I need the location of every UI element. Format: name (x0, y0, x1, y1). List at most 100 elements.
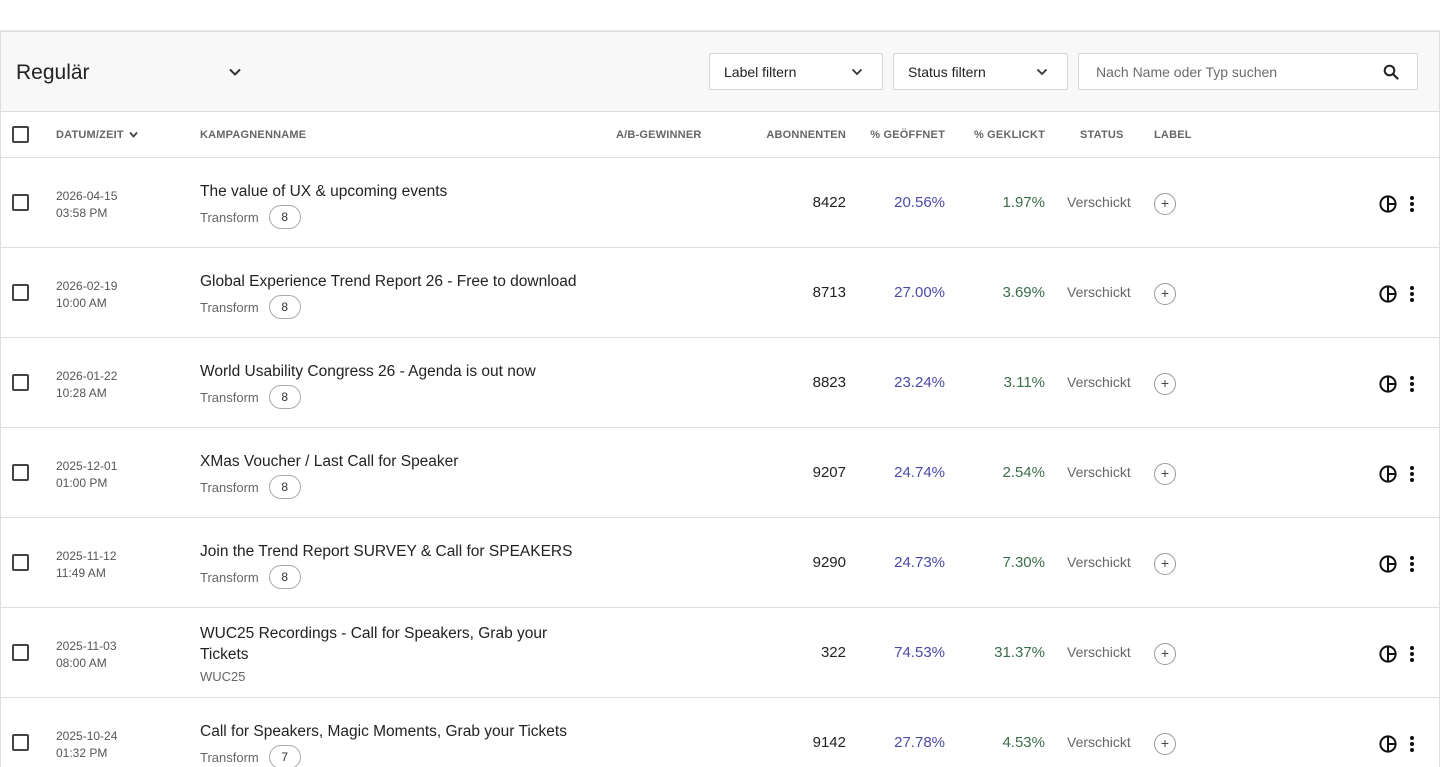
status-text: Verschickt (1067, 734, 1131, 750)
label-filter-dropdown[interactable]: Label filtern (709, 53, 883, 90)
send-datetime: 2025-10-24 01:32 PM (56, 728, 117, 762)
open-rate[interactable]: 74.53% (894, 644, 945, 661)
more-vertical-icon[interactable] (1406, 644, 1418, 664)
click-rate[interactable]: 31.37% (994, 644, 1045, 661)
pie-chart-icon[interactable] (1378, 734, 1398, 754)
add-label-button[interactable]: + (1154, 193, 1176, 215)
campaign-name-link[interactable]: World Usability Congress 26 - Agenda is … (200, 363, 536, 380)
campaign-name-link[interactable]: Global Experience Trend Report 26 - Free… (200, 273, 577, 290)
more-vertical-icon[interactable] (1406, 554, 1418, 574)
more-vertical-icon[interactable] (1406, 464, 1418, 484)
open-rate[interactable]: 23.24% (894, 374, 945, 391)
column-header-name[interactable]: KAMPAGNENNAME (200, 129, 307, 141)
list-count-badge[interactable]: 8 (268, 385, 301, 409)
send-datetime: 2026-01-22 10:28 AM (56, 368, 117, 402)
list-count-badge[interactable]: 7 (268, 745, 301, 767)
click-rate[interactable]: 2.54% (1002, 464, 1045, 481)
add-label-button[interactable]: + (1154, 283, 1176, 305)
status-text: Verschickt (1067, 284, 1131, 300)
campaign-name-cell: Join the Trend Report SURVEY & Call for … (200, 541, 600, 590)
column-header-date[interactable]: DATUM/ZEIT (56, 129, 138, 141)
column-header-status: STATUS (1080, 129, 1124, 141)
send-time: 11:49 AM (56, 566, 106, 580)
more-vertical-icon[interactable] (1406, 734, 1418, 754)
status-text: Verschickt (1067, 554, 1131, 570)
open-rate[interactable]: 20.56% (894, 194, 945, 211)
row-checkbox[interactable] (12, 374, 29, 391)
more-vertical-icon[interactable] (1406, 284, 1418, 304)
pie-chart-icon[interactable] (1378, 374, 1398, 394)
send-date: 2025-12-01 (56, 459, 118, 473)
table-header: DATUM/ZEIT KAMPAGNENNAME A/B-GEWINNER AB… (1, 112, 1439, 158)
more-vertical-icon[interactable] (1406, 374, 1418, 394)
list-count-badge[interactable]: 8 (268, 295, 301, 319)
more-vertical-icon[interactable] (1406, 194, 1418, 214)
row-checkbox[interactable] (12, 194, 29, 211)
add-label-button[interactable]: + (1154, 373, 1176, 395)
status-filter-text: Status filtern (908, 64, 986, 80)
status-filter-dropdown[interactable]: Status filtern (893, 53, 1068, 90)
campaign-name-link[interactable]: XMas Voucher / Last Call for Speaker (200, 453, 459, 470)
pie-chart-icon[interactable] (1378, 464, 1398, 484)
campaign-list-tag: Transform 8 (200, 294, 600, 320)
click-rate[interactable]: 3.11% (1003, 374, 1045, 391)
send-date: 2025-10-24 (56, 729, 118, 743)
chevron-down-icon (1035, 65, 1049, 79)
label-filter-text: Label filtern (724, 64, 797, 80)
pie-chart-icon[interactable] (1378, 554, 1398, 574)
add-label-button[interactable]: + (1154, 463, 1176, 485)
campaign-name-cell: WUC25 Recordings - Call for Speakers, Gr… (200, 623, 580, 686)
campaign-name-link[interactable]: Call for Speakers, Magic Moments, Grab y… (200, 723, 567, 740)
send-time: 01:00 PM (56, 476, 108, 490)
column-header-date-label: DATUM/ZEIT (56, 129, 124, 141)
add-label-button[interactable]: + (1154, 643, 1176, 665)
table-row: 2025-10-24 01:32 PM Call for Speakers, M… (1, 698, 1439, 767)
click-rate[interactable]: 1.97% (1002, 194, 1045, 211)
send-datetime: 2025-11-12 11:49 AM (56, 548, 117, 582)
open-rate[interactable]: 27.00% (894, 284, 945, 301)
column-header-label: LABEL (1154, 129, 1192, 141)
campaign-list-tag: Transform 7 (200, 744, 600, 767)
campaign-name-link[interactable]: The value of UX & upcoming events (200, 183, 448, 200)
send-time: 08:00 AM (56, 656, 107, 670)
pie-chart-icon[interactable] (1378, 194, 1398, 214)
pie-chart-icon[interactable] (1378, 284, 1398, 304)
row-checkbox[interactable] (12, 734, 29, 751)
campaign-list-tag: Transform 8 (200, 384, 600, 410)
open-rate[interactable]: 24.74% (894, 464, 945, 481)
add-label-button[interactable]: + (1154, 733, 1176, 755)
column-header-clicked[interactable]: % GEKLICKT (973, 129, 1045, 141)
open-rate[interactable]: 27.78% (894, 734, 945, 751)
send-time: 10:00 AM (56, 296, 107, 310)
add-label-button[interactable]: + (1154, 553, 1176, 575)
list-count-badge[interactable]: 8 (268, 475, 301, 499)
send-datetime: 2026-02-19 10:00 AM (56, 278, 117, 312)
list-name: Transform (200, 479, 259, 495)
list-name: Transform (200, 389, 259, 405)
select-all-checkbox[interactable] (12, 126, 29, 143)
chevron-down-icon[interactable] (227, 64, 243, 80)
search-icon[interactable] (1383, 64, 1399, 80)
row-checkbox[interactable] (12, 554, 29, 571)
column-header-subscribers[interactable]: ABONNENTEN (766, 129, 846, 141)
send-datetime: 2026-04-15 03:58 PM (56, 188, 117, 222)
list-count-badge[interactable]: 8 (268, 205, 301, 229)
table-row: 2026-02-19 10:00 AM Global Experience Tr… (1, 248, 1439, 338)
open-rate[interactable]: 24.73% (894, 554, 945, 571)
subscriber-count: 322 (820, 644, 846, 661)
row-checkbox[interactable] (12, 644, 29, 661)
pie-chart-icon[interactable] (1378, 644, 1398, 664)
row-checkbox[interactable] (12, 464, 29, 481)
click-rate[interactable]: 3.69% (1002, 284, 1045, 301)
status-text: Verschickt (1067, 464, 1131, 480)
list-count-badge[interactable]: 8 (268, 565, 301, 589)
column-header-opened[interactable]: % GEÖFFNET (870, 129, 945, 141)
click-rate[interactable]: 7.30% (1002, 554, 1045, 571)
click-rate[interactable]: 4.53% (1002, 734, 1045, 751)
campaign-list-tag: WUC25 (200, 666, 580, 686)
campaign-name-cell: Call for Speakers, Magic Moments, Grab y… (200, 721, 600, 767)
campaign-name-link[interactable]: Join the Trend Report SURVEY & Call for … (200, 543, 573, 560)
search-input[interactable] (1079, 54, 1369, 89)
campaign-name-link[interactable]: WUC25 Recordings - Call for Speakers, Gr… (200, 625, 548, 663)
row-checkbox[interactable] (12, 284, 29, 301)
